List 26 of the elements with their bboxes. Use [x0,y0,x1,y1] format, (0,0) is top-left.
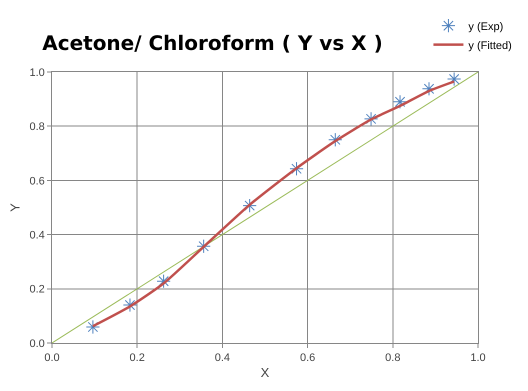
x-axis-title: X [260,364,270,380]
x-tick-label: 0.8 [385,352,400,364]
x-tick-label: 0.0 [44,352,60,364]
x-tick-label: 1.0 [470,352,486,364]
point [392,94,408,109]
point [122,298,138,312]
line-series [92,80,456,328]
point [328,132,342,147]
point [156,274,171,288]
legend-label: y (Fitted) [468,40,512,52]
y-tick-label: 1.0 [30,66,45,79]
point [447,72,462,86]
legend-label: y (Exp) [468,20,504,33]
y-axis-title: Y [7,202,22,212]
point [364,112,378,126]
y-tick-label: 0.0 [30,338,45,350]
y-tick-label: 0.8 [30,121,45,134]
chart-title: Acetone/ Chloroform ( Y vs X ) [42,31,383,56]
point [289,162,304,176]
x-tick-label: 0.4 [214,352,230,364]
x-tick-label: 0.2 [130,352,145,364]
y-tick-label: 0.4 [30,229,45,242]
y-tick-label: 0.2 [30,284,45,296]
point [86,320,100,334]
x-tick-label: 0.6 [300,352,316,364]
y-tick-label: 0.6 [30,175,45,188]
